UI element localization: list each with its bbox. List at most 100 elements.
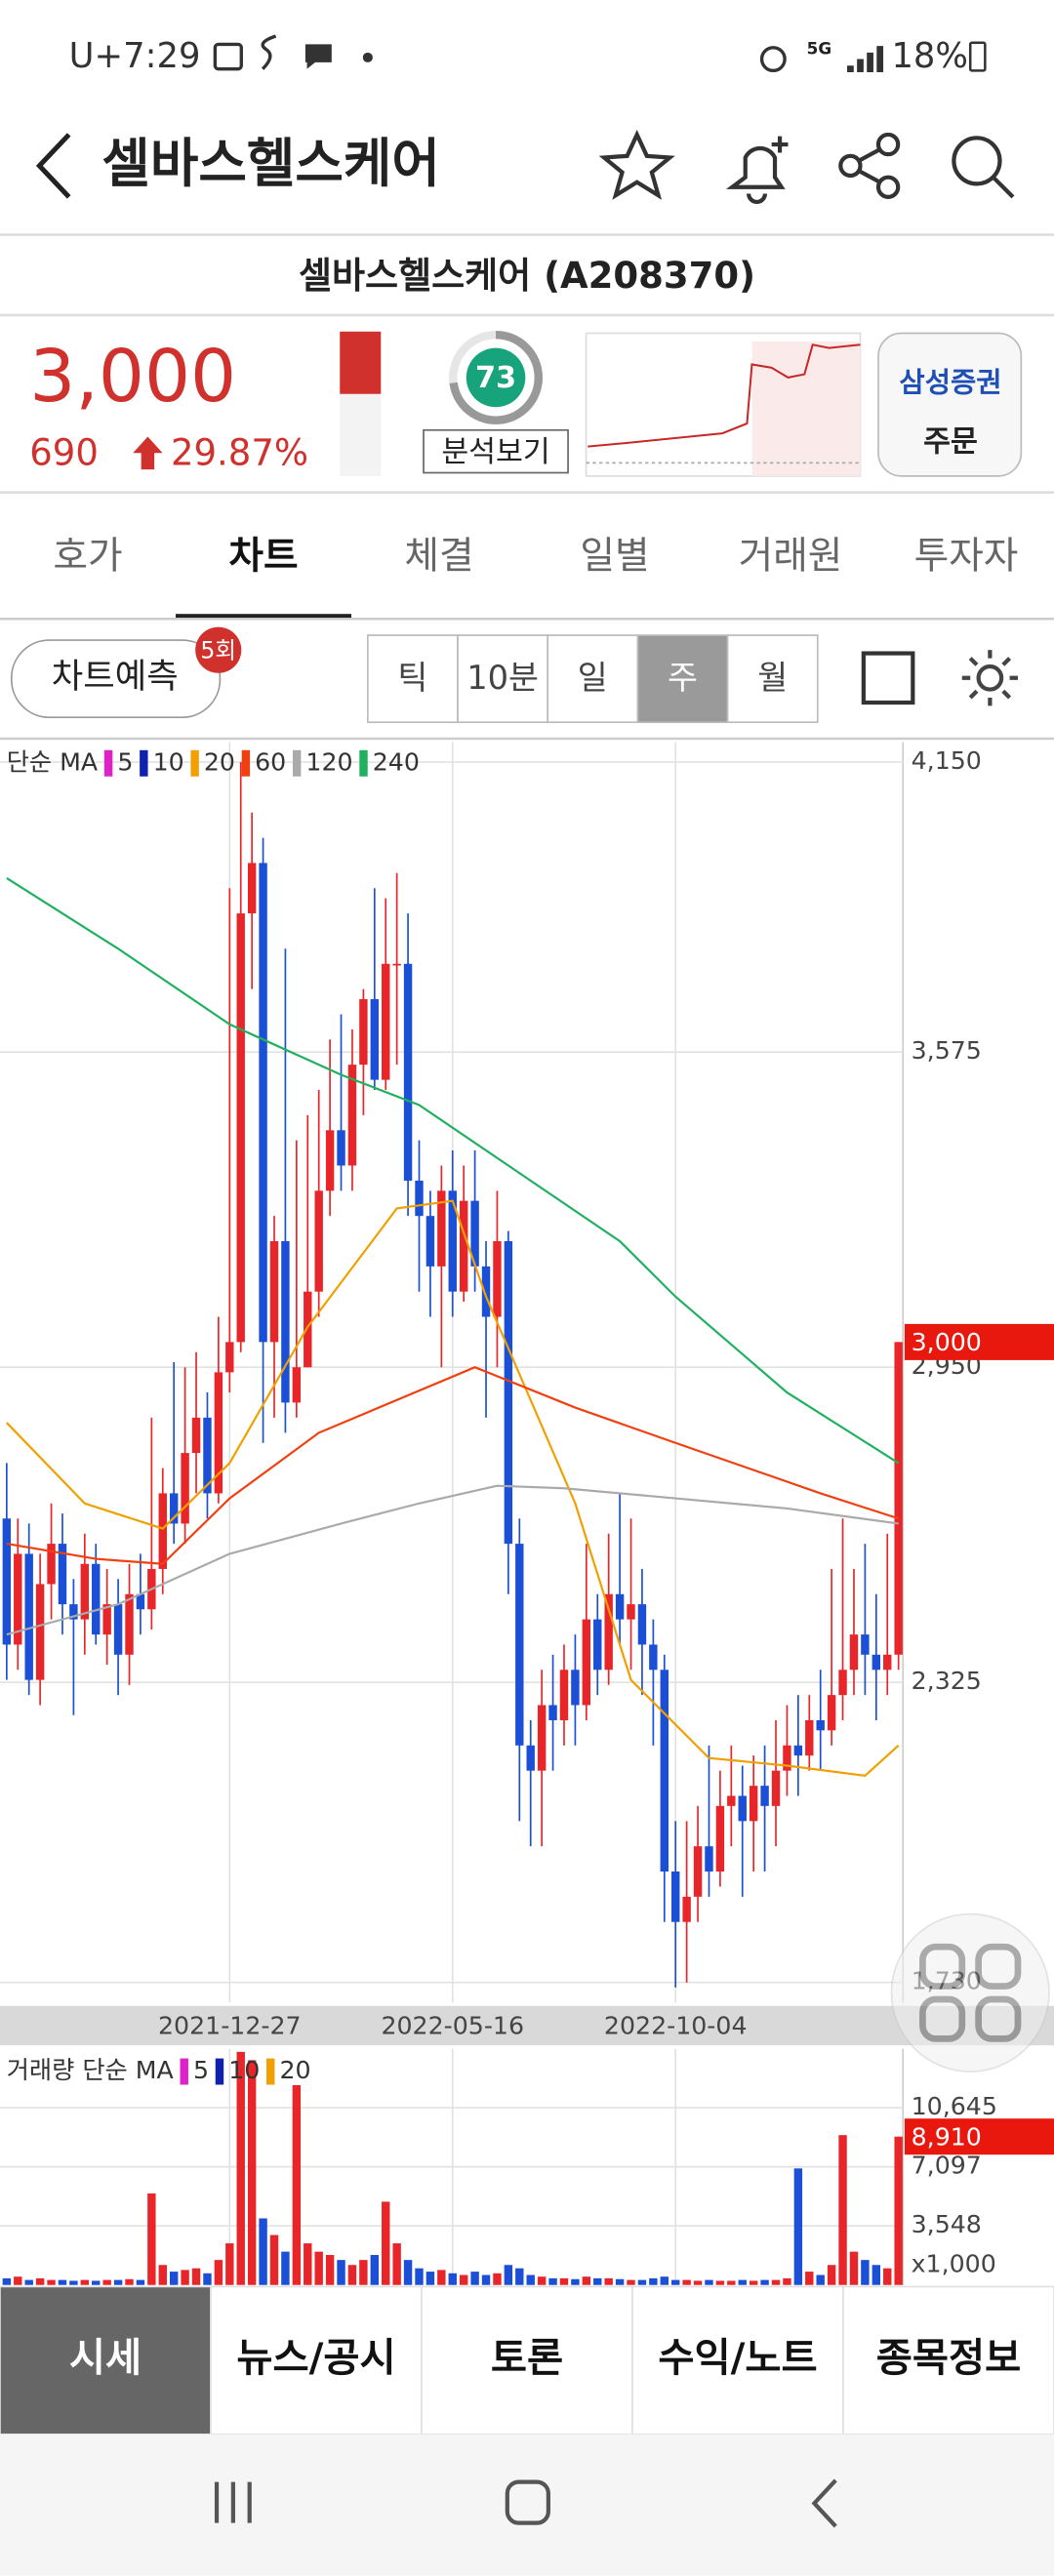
volume-bar xyxy=(147,2193,156,2285)
candle-body xyxy=(615,1593,625,1620)
volume-bar xyxy=(738,2279,747,2285)
candle-body xyxy=(493,1241,502,1317)
back-nav-button[interactable] xyxy=(811,2478,837,2528)
candle-body xyxy=(382,963,390,1080)
nav-tab[interactable] xyxy=(842,2285,1054,2435)
volume-bar xyxy=(872,2265,881,2285)
candle-body xyxy=(47,1544,56,1585)
order-button[interactable] xyxy=(877,332,1023,477)
moving-average xyxy=(6,877,900,1465)
period-button[interactable] xyxy=(726,634,819,724)
volume-bar xyxy=(481,2274,491,2285)
candle-body xyxy=(705,1846,713,1872)
moving-average xyxy=(6,1366,900,1565)
candle-body xyxy=(637,1604,647,1645)
sparkline xyxy=(588,343,861,448)
nav-tab[interactable] xyxy=(0,2285,212,2435)
analysis-button[interactable] xyxy=(423,428,569,474)
nav-tab[interactable] xyxy=(631,2285,844,2435)
volume-bar xyxy=(247,2060,257,2285)
volume-bar xyxy=(771,2279,781,2285)
candle-body xyxy=(370,998,380,1080)
broker-name: 삼성증권 xyxy=(899,366,1001,399)
battery-level: 18% xyxy=(891,36,967,76)
volume-bar xyxy=(793,2168,803,2285)
badge-label: 5회 xyxy=(200,636,236,664)
search-button[interactable] xyxy=(952,136,1015,199)
volume-bar xyxy=(92,2280,101,2285)
candle-body xyxy=(314,1190,323,1292)
tab[interactable]: 체결 xyxy=(404,534,473,578)
candle-body xyxy=(894,1342,903,1655)
candle-body xyxy=(225,1342,234,1373)
predict-button[interactable] xyxy=(10,639,222,718)
tab[interactable]: 호가 xyxy=(53,534,122,578)
home-button[interactable] xyxy=(505,2479,550,2525)
candle-body xyxy=(649,1644,658,1670)
volume-bar xyxy=(760,2279,769,2285)
candle-body xyxy=(783,1745,791,1771)
period-button[interactable] xyxy=(636,634,729,724)
candle-body xyxy=(727,1795,736,1806)
candle-body xyxy=(80,1563,90,1620)
share-button[interactable] xyxy=(838,132,901,199)
analysis-label: 분석보기 xyxy=(441,435,549,469)
volume-bar xyxy=(493,2273,502,2285)
volume-bar xyxy=(169,2272,179,2285)
y-tick-label: 2,325 xyxy=(912,1667,982,1695)
volume-bar xyxy=(325,2255,335,2285)
legend-swatch xyxy=(140,749,148,777)
fullscreen-button[interactable] xyxy=(861,651,915,705)
candle-body xyxy=(470,1200,479,1267)
candle-body xyxy=(749,1786,758,1822)
recents-button[interactable] xyxy=(214,2481,252,2523)
tab[interactable]: 차트 xyxy=(228,534,298,578)
volume-bar xyxy=(181,2270,189,2285)
badge xyxy=(195,626,242,673)
volume-bar xyxy=(58,2279,67,2285)
volume-bar xyxy=(705,2279,713,2285)
volume-bar xyxy=(548,2277,557,2285)
volume-bar xyxy=(559,2277,569,2285)
candle-body xyxy=(24,1553,33,1680)
floating-button[interactable] xyxy=(890,1912,1050,2073)
volume-bar xyxy=(838,2135,847,2285)
volume-bar xyxy=(515,2268,524,2285)
legend-swatch xyxy=(359,749,368,777)
nav-tab[interactable] xyxy=(210,2285,423,2435)
candle-body xyxy=(537,1705,547,1771)
settings-button[interactable] xyxy=(961,650,1018,706)
candle-body xyxy=(448,1190,457,1292)
volume-bar xyxy=(415,2268,424,2285)
candle-body xyxy=(304,1291,312,1368)
favorite-button[interactable] xyxy=(598,129,675,200)
date-axis: 2021-12-27 2022-05-16 2022-10-04 xyxy=(158,2012,747,2285)
volume-bar xyxy=(359,2260,368,2285)
tab[interactable]: 일별 xyxy=(580,534,649,578)
volume-bar xyxy=(627,2279,635,2285)
candle-body xyxy=(125,1593,134,1655)
period-label: 월 xyxy=(757,659,788,697)
tab[interactable]: 투자자 xyxy=(914,534,1019,578)
candle-body xyxy=(671,1872,680,1922)
volume-bar xyxy=(749,2280,758,2285)
back-button[interactable] xyxy=(35,133,71,199)
candle-body xyxy=(515,1544,524,1746)
volume-bar xyxy=(593,2277,602,2285)
period-label: 10분 xyxy=(466,659,539,697)
period-button[interactable] xyxy=(366,634,459,724)
volume-bar xyxy=(314,2251,323,2285)
tab[interactable]: 거래원 xyxy=(739,534,843,578)
date-band xyxy=(0,2005,1054,2046)
y-tick-label: 3,575 xyxy=(912,1036,982,1065)
alert-button[interactable] xyxy=(725,145,786,204)
candle-body xyxy=(403,963,413,1182)
volume-bar xyxy=(805,2272,814,2285)
volume-bar xyxy=(582,2276,591,2285)
volume-bar xyxy=(113,2279,123,2285)
candle-body xyxy=(571,1670,580,1706)
volume-bar xyxy=(504,2265,513,2285)
legend-entry: 10 xyxy=(228,2056,260,2084)
